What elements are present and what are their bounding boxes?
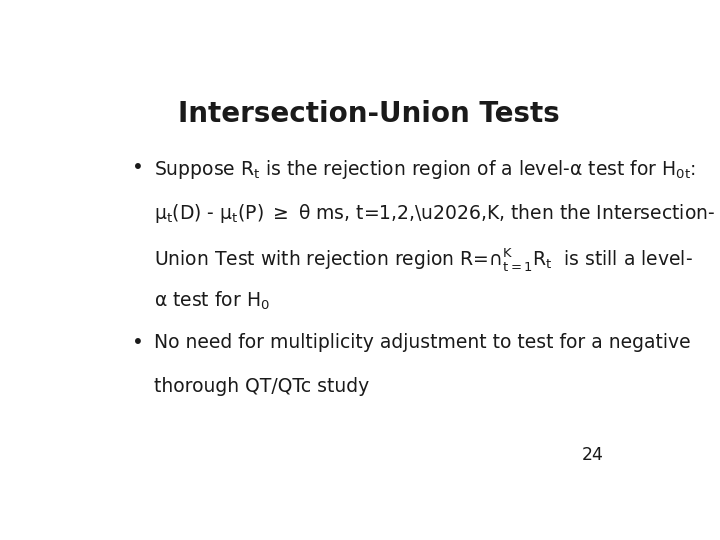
Text: No need for multiplicity adjustment to test for a negative: No need for multiplicity adjustment to t… bbox=[154, 333, 690, 352]
Text: thorough QT/QTc study: thorough QT/QTc study bbox=[154, 377, 369, 396]
Text: •: • bbox=[132, 333, 144, 352]
Text: Intersection-Union Tests: Intersection-Union Tests bbox=[178, 100, 560, 128]
Text: 24: 24 bbox=[582, 446, 603, 464]
Text: •: • bbox=[132, 158, 144, 177]
Text: $\mathrm{\mu_t(D)}$ - $\mathrm{\mu_t(P)}$ $\geq$ $\mathrm{\theta}$ ms, t=1,2,\u2: $\mathrm{\mu_t(D)}$ - $\mathrm{\mu_t(P)}… bbox=[154, 202, 716, 225]
Text: Suppose $\mathrm{R_t}$ is the rejection region of a level-$\mathrm{\alpha}$ test: Suppose $\mathrm{R_t}$ is the rejection … bbox=[154, 158, 696, 181]
Text: $\mathrm{\alpha}$ test for $\mathrm{H_0}$: $\mathrm{\alpha}$ test for $\mathrm{H_0}… bbox=[154, 289, 270, 312]
Text: Union Test with rejection region R=$\mathrm{\cap_{t=1}^{K} R_t}$  is still a lev: Union Test with rejection region R=$\mat… bbox=[154, 246, 693, 273]
